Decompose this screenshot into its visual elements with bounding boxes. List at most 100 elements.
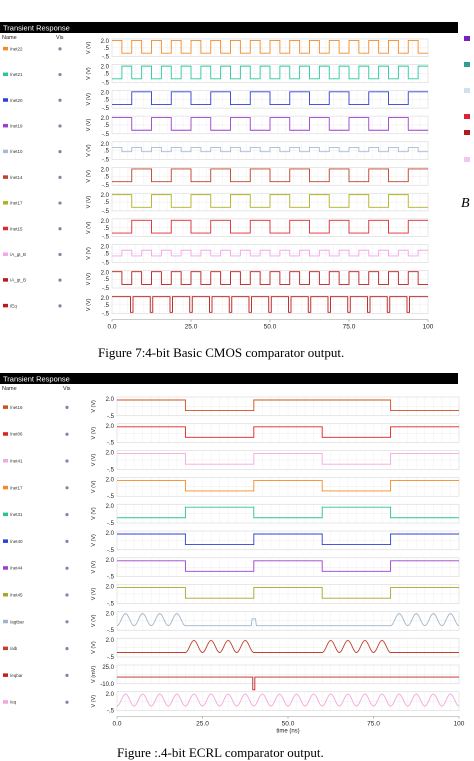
x-tick-label: 50.0: [282, 721, 295, 728]
panel-background: [0, 22, 458, 342]
y-axis-label: V (V): [91, 588, 97, 601]
waveform-trace: [117, 639, 459, 653]
y-tick-label-top: 2.0: [101, 245, 110, 251]
x-tick-label: 100: [454, 721, 465, 728]
y-axis-label: V (V): [91, 614, 97, 627]
visibility-eye-icon: [65, 620, 69, 624]
y-tick-label-mid: .5: [104, 226, 110, 232]
visibility-eye-icon: [65, 647, 69, 651]
waveform-trace: [117, 479, 459, 492]
legend-swatch: [3, 459, 8, 463]
y-axis-label: V (V): [86, 119, 92, 132]
visibility-eye-icon: [58, 252, 62, 257]
visibility-eye-icon: [65, 405, 69, 409]
signal-name: /net45: [10, 593, 23, 598]
signal-name: /net44: [10, 566, 23, 571]
visibility-eye-icon: [65, 700, 69, 704]
legend-swatch: [3, 278, 8, 282]
x-tick-label: 25.0: [185, 324, 198, 331]
y-tick-label-bottom: -.5: [102, 80, 110, 86]
y-tick-label-top: 2.0: [101, 219, 110, 225]
y-tick-label-mid: .5: [104, 72, 110, 78]
visibility-eye-icon: [65, 486, 69, 490]
legend-swatch: [3, 175, 8, 179]
y-tick-label-top: 2.0: [106, 477, 115, 483]
signal-name: /A_gt_B: [10, 252, 26, 257]
y-tick-label-bottom: -.5: [107, 655, 115, 661]
signal-name: /net19: [10, 123, 23, 128]
y-tick-label-mid: .5: [104, 303, 110, 309]
waveform-trace: [117, 533, 459, 545]
y-tick-label-bottom: -.5: [102, 235, 110, 241]
signal-name: /net40: [10, 539, 23, 544]
vis-column-header: Vis: [56, 35, 64, 41]
legend-swatch: [3, 432, 8, 436]
waveform-trace: [112, 271, 428, 285]
visibility-eye-icon: [58, 72, 62, 77]
figure-7-caption: Figure 7:4-bit Basic CMOS comparator out…: [98, 345, 345, 360]
panel-title-bar: [0, 373, 458, 384]
waveform-trace: [117, 453, 459, 465]
y-tick-label-top: 25.0: [102, 665, 114, 671]
legend-swatch: [3, 485, 8, 490]
visibility-eye-icon: [58, 150, 62, 154]
y-tick-label-top: 2.0: [101, 168, 110, 174]
y-tick-label-bottom: -.5: [107, 548, 115, 554]
waveform-trace: [112, 296, 428, 313]
waveform-trace: [117, 560, 459, 572]
visibility-eye-icon: [58, 304, 62, 308]
waveform-trace: [112, 249, 428, 257]
x-tick-label: 75.0: [343, 324, 356, 331]
y-tick-label-top: 2.0: [106, 558, 115, 564]
stray-glyph-b: B: [461, 196, 470, 211]
legend-swatch-fragment: [464, 157, 470, 162]
y-tick-label-top: 2.0: [101, 39, 110, 45]
visibility-eye-icon: [65, 432, 69, 436]
signal-name: /net41: [10, 459, 23, 464]
y-tick-label-mid: .5: [104, 200, 110, 206]
visibility-eye-icon: [58, 124, 62, 128]
legend-swatch: [3, 512, 8, 517]
visibility-eye-icon: [58, 201, 62, 205]
legend-swatch-fragment: [464, 36, 470, 41]
y-axis-label: V (V): [86, 170, 92, 183]
y-axis-label: V (V): [86, 144, 92, 157]
signal-name: /net22: [10, 46, 23, 51]
visibility-eye-icon: [58, 98, 62, 102]
x-tick-label: 50.0: [264, 324, 277, 331]
y-tick-label-top: 2.0: [106, 424, 115, 430]
signal-name: /eq: [10, 700, 17, 705]
y-tick-label-bottom: -.5: [102, 260, 110, 266]
legend-swatch: [3, 226, 8, 231]
legend-swatch: [3, 593, 8, 597]
y-axis-label: V (V): [86, 93, 92, 106]
y-tick-label-mid: .5: [104, 97, 110, 103]
y-axis-label: V (V): [91, 480, 97, 493]
signal-name: /net17: [10, 201, 23, 206]
signal-name: /net21: [10, 72, 23, 77]
legend-swatch-fragment: [464, 62, 470, 67]
x-tick-label: 75.0: [367, 721, 380, 728]
y-tick-label-top: 2.0: [106, 638, 115, 644]
y-tick-label-top: 2.0: [101, 193, 110, 199]
signal-name: /agtbar: [10, 619, 25, 624]
y-tick-label-bottom: -10.0: [100, 682, 114, 688]
y-axis-label: V (V): [91, 641, 97, 654]
y-tick-label-bottom: -.5: [107, 441, 115, 447]
y-tick-label-bottom: -.5: [107, 575, 115, 581]
y-tick-label-bottom: -.5: [102, 209, 110, 215]
y-tick-label-top: 2.0: [101, 142, 110, 148]
vis-column-header: Vis: [63, 386, 71, 392]
y-tick-label-top: 2.0: [106, 585, 115, 591]
waveform-trace: [116, 613, 460, 627]
legend-swatch: [3, 619, 8, 624]
x-tick-label: 0.0: [112, 721, 121, 728]
y-tick-label-mid: .5: [104, 174, 110, 180]
waveform-trace: [112, 39, 428, 54]
name-column-header: Name: [2, 35, 17, 41]
y-axis-label: V (V): [91, 534, 97, 547]
legend-swatch: [3, 46, 8, 51]
y-axis-label: V (V): [86, 273, 92, 286]
panel-title-bar: [0, 22, 458, 33]
